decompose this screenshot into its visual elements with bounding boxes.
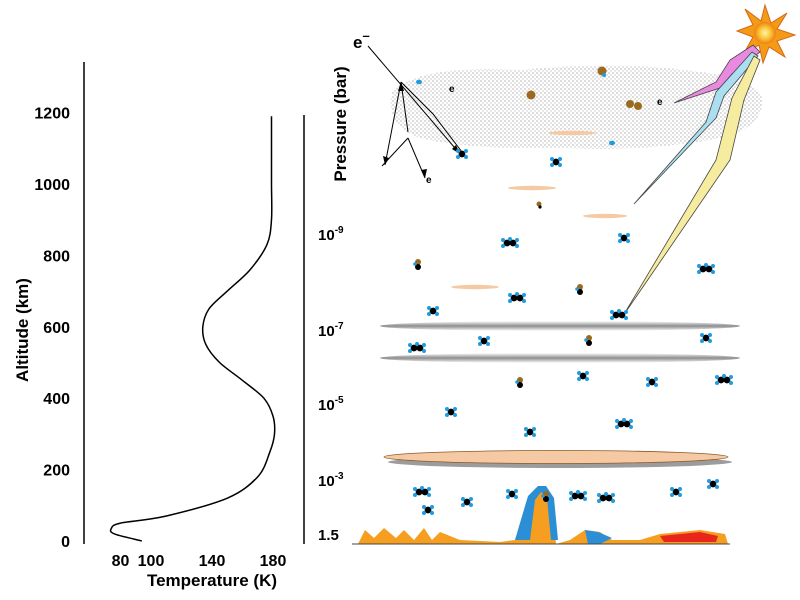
uv-beam-yellow [622, 55, 761, 317]
molecule [550, 157, 562, 167]
pressure-tick-1e-3: 10-3 [318, 471, 344, 490]
molecule [456, 149, 468, 159]
molecule [413, 259, 421, 270]
molecule [422, 505, 434, 515]
molecule [618, 233, 630, 243]
molecule [615, 418, 633, 429]
electron-label-1: e [449, 84, 455, 95]
altitude-tick-800: 800 [43, 248, 70, 265]
altitude-tick-400: 400 [43, 391, 70, 408]
molecule [408, 342, 426, 353]
molecule [506, 489, 518, 499]
electron-label-3: e [426, 175, 432, 186]
molecule [445, 407, 457, 417]
molecule [646, 377, 658, 387]
temperature-profile-line [109, 116, 276, 542]
molecule [697, 263, 715, 274]
altitude-tick-600: 600 [43, 320, 70, 337]
temperature-tick-80: 80 [112, 553, 130, 570]
molecule [524, 427, 536, 437]
altitude-tick-0: 0 [61, 534, 70, 551]
molecule [715, 374, 733, 385]
ionosphere-ions [416, 66, 642, 209]
temperature-tick-140: 140 [199, 553, 226, 570]
sunlight-beams [622, 44, 761, 317]
temperature-tick-100: 100 [138, 553, 165, 570]
altitude-tick-200: 200 [43, 463, 70, 480]
molecule [461, 497, 473, 507]
pressure-axis-label: Pressure (bar) [331, 66, 350, 181]
molecule [413, 486, 431, 497]
pressure-tick-1e-7: 10-7 [318, 321, 344, 340]
molecule [707, 479, 719, 489]
pressure-tick-surface: 1.5 [318, 527, 339, 544]
altitude-tick-1000: 1000 [34, 177, 70, 194]
temperature-profile-panel: 0 200 400 600 800 1000 1200 80 100 140 180 Altitu… [13, 62, 305, 590]
altitude-tick-1200: 1200 [34, 106, 70, 123]
molecule [501, 237, 519, 248]
molecule [700, 333, 712, 343]
molecule [569, 490, 587, 501]
surface-peak [530, 492, 551, 540]
molecule [610, 309, 628, 320]
atmosphere-schematic: Pressure (bar) 10-9 10-7 10-5 10-3 1.5 [318, 3, 797, 545]
tholin-cloud-layer [383, 450, 732, 468]
electron-label-main: e– [353, 28, 370, 52]
ionosphere-haze [390, 65, 763, 149]
molecule [508, 292, 526, 303]
haze-streaks [451, 130, 627, 290]
molecule [427, 306, 439, 316]
surface-red-region [660, 532, 718, 542]
temperature-axis-label: Temperature (K) [147, 571, 277, 590]
altitude-axis-label: Altitude (km) [13, 278, 32, 382]
molecule [584, 335, 592, 346]
molecule [515, 377, 523, 388]
temperature-tick-labels: 80 100 140 180 [112, 553, 287, 570]
altitude-tick-labels: 0 200 400 600 800 1000 1200 [34, 106, 70, 551]
pressure-tick-1e-9: 10-9 [318, 225, 344, 244]
molecule [577, 371, 589, 381]
molecule [670, 487, 682, 497]
pressure-tick-1e-5: 10-5 [318, 395, 344, 414]
molecules [408, 149, 733, 515]
molecule [597, 492, 615, 503]
electron-label-2: e [657, 97, 663, 108]
methane-lake-right [585, 530, 612, 544]
gray-haze-layers [380, 321, 740, 363]
molecule [541, 491, 549, 502]
temperature-tick-180: 180 [260, 553, 287, 570]
molecule [478, 336, 490, 346]
molecule [575, 284, 583, 295]
pressure-tick-labels: 10-9 10-7 10-5 10-3 1.5 [318, 225, 344, 544]
